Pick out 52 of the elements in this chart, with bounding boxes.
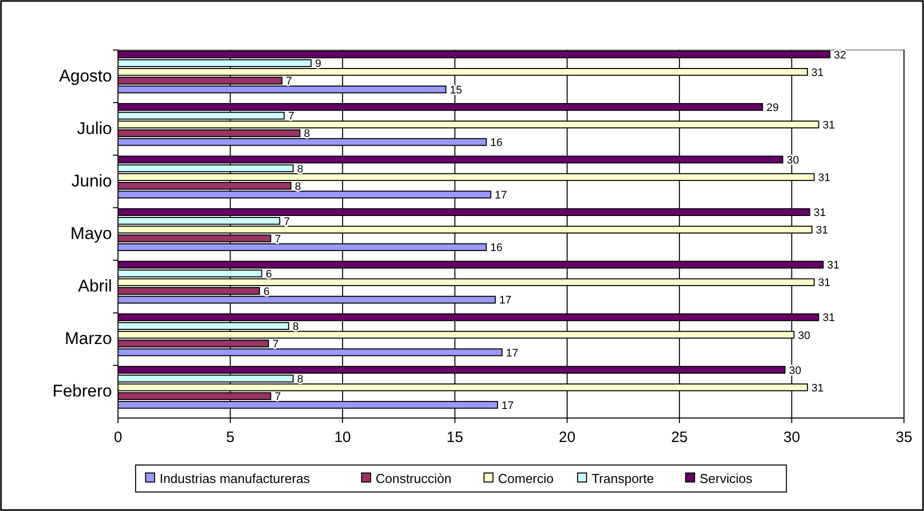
data-label: 8 (297, 374, 304, 386)
legend-label: Industrias manufactureras (160, 471, 310, 486)
legend-label: Comercio (498, 471, 554, 486)
data-label: 31 (827, 260, 840, 272)
data-label: 31 (822, 312, 835, 324)
data-label: 8 (292, 321, 299, 333)
data-label: 7 (284, 216, 290, 228)
data-label: 31 (818, 172, 830, 184)
data-label: 17 (494, 190, 508, 202)
data-label: 9 (315, 58, 322, 70)
data-label: 16 (490, 137, 503, 149)
data-label: 32 (834, 49, 846, 62)
data-label: 7 (272, 338, 279, 351)
y-tick-label: Julio (77, 118, 112, 138)
x-tick-label: 20 (558, 429, 576, 446)
data-label: 7 (274, 391, 281, 404)
data-label: 6 (266, 268, 272, 280)
legend-label: Construcciòn (376, 471, 452, 486)
data-label: 17 (499, 294, 512, 307)
data-label: 30 (798, 330, 810, 342)
data-label: 31 (816, 224, 828, 237)
x-tick-label: 0 (114, 429, 122, 446)
y-tick-label: Junio (71, 171, 112, 190)
legend-label: Servicios (700, 471, 753, 486)
data-label: 8 (294, 180, 302, 193)
data-label: 31 (811, 66, 824, 79)
data-label: 7 (288, 110, 294, 123)
y-tick-label: Mayo (70, 224, 112, 243)
data-label: 31 (818, 277, 830, 290)
x-tick-label: 10 (334, 429, 351, 446)
data-label: 16 (490, 242, 503, 254)
x-tick-label: 25 (671, 429, 688, 446)
legend-label: Transporte (592, 471, 654, 486)
data-label: 6 (263, 286, 270, 298)
x-tick-label: 30 (783, 429, 800, 446)
x-tick-label: 15 (446, 429, 464, 446)
data-label: 31 (814, 207, 826, 220)
data-label: 31 (811, 382, 824, 394)
data-label: 8 (304, 128, 310, 140)
y-tick-label: Agosto (59, 66, 112, 86)
data-label: 7 (274, 233, 281, 246)
x-tick-label: 35 (896, 429, 912, 446)
data-label: 8 (297, 163, 304, 176)
data-label: 17 (502, 400, 514, 412)
y-tick-label: Abril (78, 276, 112, 296)
data-label: 17 (506, 347, 518, 360)
y-tick-label: Febrero (52, 382, 112, 401)
y-tick-label: Marzo (64, 329, 112, 348)
data-label: 29 (766, 102, 779, 114)
data-label: 31 (822, 119, 835, 132)
x-tick-label: 5 (226, 429, 234, 446)
data-label: 7 (286, 76, 292, 88)
